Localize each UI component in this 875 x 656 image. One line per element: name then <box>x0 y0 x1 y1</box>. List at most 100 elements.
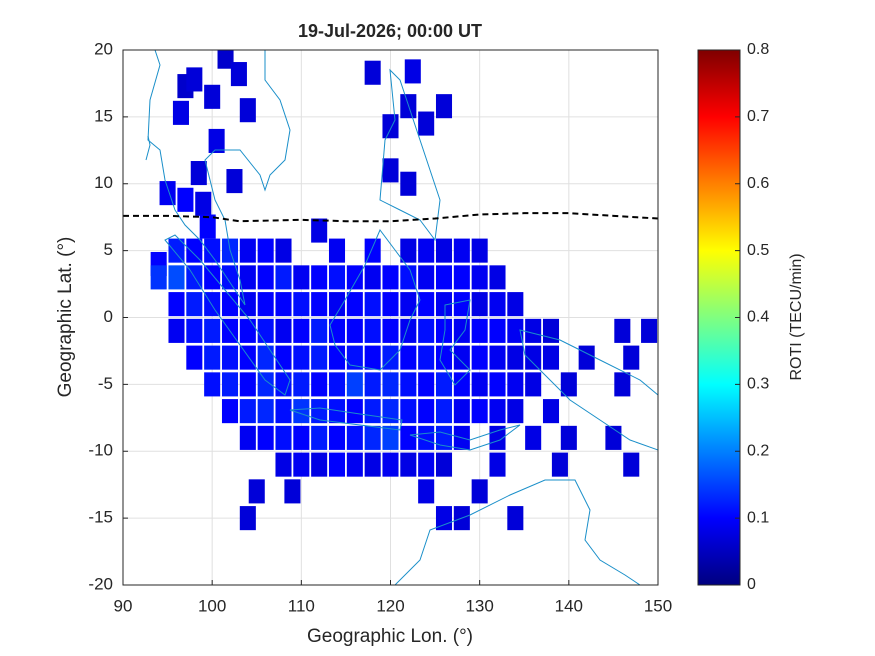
roti-tile <box>230 62 247 87</box>
roti-tile <box>275 399 292 424</box>
roti-tile <box>239 506 256 531</box>
roti-tile <box>435 506 453 531</box>
roti-tile <box>172 100 189 125</box>
coastline <box>379 68 441 242</box>
roti-tile <box>204 265 221 290</box>
roti-tile <box>346 372 363 397</box>
roti-tile <box>382 399 399 424</box>
roti-tile <box>453 399 470 424</box>
roti-tile <box>453 238 470 263</box>
colorbar-tick-label: 0.2 <box>747 442 769 459</box>
coastline <box>164 234 291 396</box>
roti-tile <box>471 265 488 290</box>
roti-tile <box>159 181 176 206</box>
roti-tile <box>168 292 185 317</box>
roti-tile <box>275 238 292 263</box>
roti-tile <box>346 318 363 343</box>
roti-tile <box>346 399 363 424</box>
roti-tile <box>221 399 239 424</box>
roti-tile <box>186 67 203 92</box>
roti-tile <box>217 50 234 69</box>
roti-tile <box>489 452 506 477</box>
colorbar-scale <box>697 49 741 586</box>
roti-tile <box>453 345 470 370</box>
roti-tile <box>226 169 243 194</box>
roti-tile <box>435 399 453 424</box>
x-tick-label: 130 <box>465 596 493 615</box>
roti-tile <box>221 292 239 317</box>
y-tick-label: -20 <box>88 574 113 593</box>
roti-tile <box>239 98 256 123</box>
colorbar-tick-label: 0.8 <box>747 41 769 58</box>
roti-tile <box>400 452 417 477</box>
roti-tile <box>507 318 524 343</box>
roti-tile <box>418 345 435 370</box>
roti-tile <box>177 187 194 212</box>
roti-tile <box>418 292 435 317</box>
roti-tile <box>239 345 256 370</box>
roti-tile <box>311 318 328 343</box>
y-tick-label: 5 <box>104 240 113 259</box>
roti-tile <box>293 345 310 370</box>
roti-tile <box>293 425 310 450</box>
roti-tile <box>489 292 506 317</box>
roti-tile <box>293 399 310 424</box>
roti-tile <box>257 318 274 343</box>
roti-tile <box>186 238 203 263</box>
roti-tile <box>204 84 221 109</box>
roti-tile <box>578 345 595 370</box>
roti-tile <box>257 292 274 317</box>
roti-tile <box>418 318 435 343</box>
roti-tile <box>418 399 435 424</box>
x-tick-label: 150 <box>644 596 672 615</box>
roti-tile <box>418 425 435 450</box>
roti-tile <box>560 372 577 397</box>
roti-tile <box>382 114 399 139</box>
roti-tile <box>489 318 506 343</box>
roti-tile <box>275 425 292 450</box>
roti-tile <box>507 345 524 370</box>
roti-tile <box>507 372 524 397</box>
roti-tile <box>346 265 363 290</box>
roti-tile <box>418 265 435 290</box>
roti-tile <box>542 345 560 370</box>
roti-tile <box>328 345 346 370</box>
x-axis-label: Geographic Lon. (°) <box>307 626 473 647</box>
roti-tile <box>435 372 453 397</box>
roti-tile <box>284 479 301 504</box>
roti-tile <box>489 399 506 424</box>
roti-tile <box>150 265 167 290</box>
roti-tile <box>471 345 488 370</box>
roti-tile <box>382 292 399 317</box>
roti-tile <box>418 372 435 397</box>
roti-tile <box>257 238 274 263</box>
roti-tile <box>221 345 239 370</box>
roti-tile <box>623 452 640 477</box>
roti-tile <box>551 452 568 477</box>
roti-tile <box>208 128 225 153</box>
roti-tile <box>204 372 221 397</box>
roti-tile <box>614 372 631 397</box>
coastline <box>145 135 151 161</box>
roti-tile <box>382 372 399 397</box>
roti-tile <box>400 318 417 343</box>
roti-tile <box>311 292 328 317</box>
colorbar-tick-label: 0.3 <box>747 376 769 393</box>
y-tick-label: 20 <box>94 39 113 58</box>
roti-tile <box>257 265 274 290</box>
roti-tile <box>418 111 435 136</box>
roti-tile <box>471 238 488 263</box>
roti-tile <box>221 372 239 397</box>
roti-tile <box>404 59 421 84</box>
roti-tile <box>168 238 185 263</box>
roti-tile <box>257 372 274 397</box>
roti-tile <box>542 399 560 424</box>
roti-tile <box>293 318 310 343</box>
roti-tile <box>346 452 363 477</box>
roti-tile <box>311 425 328 450</box>
roti-tile <box>195 191 212 216</box>
roti-tile <box>382 318 399 343</box>
roti-tile <box>275 318 292 343</box>
roti-tile <box>257 399 274 424</box>
